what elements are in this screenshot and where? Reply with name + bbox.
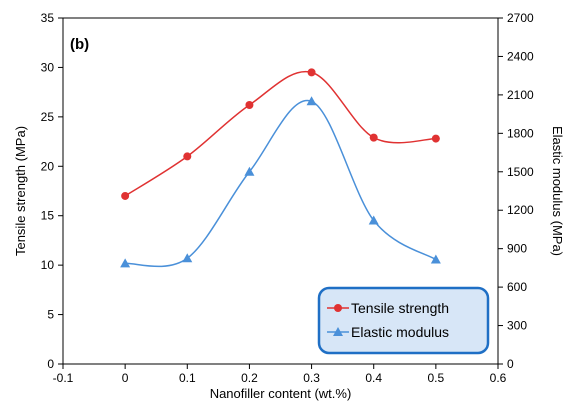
y-left-tick-label: 0 [47, 357, 54, 371]
y-left-tick-label: 30 [41, 60, 55, 74]
y-right-tick-label: 2400 [507, 49, 534, 63]
y-left-tick-label: 5 [47, 308, 54, 322]
plot-frame [62, 17, 499, 365]
tensile-strength-point [369, 133, 378, 142]
tensile-strength-point [121, 191, 130, 200]
legend-elastic-modulus-swatch-marker [333, 327, 343, 336]
legend-tensile-strength-swatch-marker [334, 304, 342, 312]
y-right-tick-label: 1800 [507, 126, 534, 140]
y-right-axis-title: Elastic modulus (MPa) [550, 126, 563, 256]
y-right-tick-label: 900 [507, 242, 527, 256]
y-right-tick-label: 1500 [507, 165, 534, 179]
elastic-modulus-point [182, 253, 193, 263]
legend-box [317, 286, 490, 355]
elastic-modulus-point [306, 96, 317, 106]
x-tick-label: 0.4 [365, 371, 382, 385]
elastic-modulus-point [430, 254, 441, 264]
x-axis-title: Nanofiller content (wt.%) [210, 386, 352, 401]
y-right-tick-label: 0 [507, 357, 514, 371]
y-left-tick-label: 10 [41, 258, 55, 272]
x-tick-label: 0.2 [241, 371, 258, 385]
y-right-tick-label: 1200 [507, 203, 534, 217]
y-right-tick-label: 2100 [507, 88, 534, 102]
tensile-strength-point [431, 134, 440, 143]
y-left-tick-label: 35 [41, 11, 55, 25]
x-tick-label: 0.1 [179, 371, 196, 385]
panel-label: (b) [70, 36, 89, 53]
y-left-tick-label: 20 [41, 159, 55, 173]
x-tick-label: 0.6 [490, 371, 507, 385]
y-left-tick-label: 25 [41, 110, 55, 124]
y-right-tick-label: 300 [507, 319, 527, 333]
x-tick-label: -0.1 [53, 371, 74, 385]
x-tick-label: 0.5 [428, 371, 445, 385]
tensile-strength-point [245, 100, 254, 109]
elastic-modulus-point [120, 258, 131, 268]
legend-elastic-modulus-label: Elastic modulus [351, 324, 449, 340]
x-tick-label: 0.3 [303, 371, 320, 385]
elastic-modulus-point [244, 166, 255, 176]
x-tick-label: 0 [122, 371, 129, 385]
y-left-tick-label: 15 [41, 209, 55, 223]
y-right-tick-label: 2700 [507, 11, 534, 25]
y-left-axis-title: Tensile strength (MPa) [13, 126, 28, 256]
legend-tensile-strength-label: Tensile strength [351, 300, 449, 316]
tensile-strength-point [183, 152, 192, 161]
y-right-tick-label: 600 [507, 280, 527, 294]
tensile-strength-point [307, 68, 316, 77]
elastic-modulus-point [368, 215, 379, 225]
